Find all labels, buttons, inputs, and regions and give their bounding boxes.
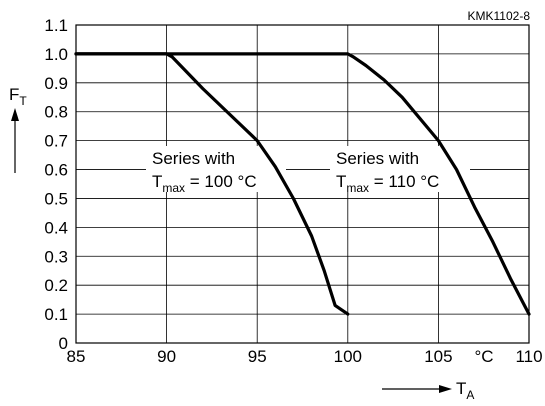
y-tick-label: 0.3 [44,247,68,266]
x-unit-label: °C [474,347,493,366]
x-axis-label: TA [382,379,474,402]
y-tick-label: 0.8 [44,103,68,122]
x-tick-labels: 85 90 95 100 105 110 [67,347,543,366]
x-tick-label: 105 [424,347,452,366]
x-tick-label: 110 [515,347,542,366]
series-line-1 [74,52,531,316]
y-axis-label: FT [9,85,27,173]
y-tick-label: 0.4 [44,218,68,237]
y-tick-label: 1.0 [44,45,68,64]
y-axis-label-text: FT [9,85,27,108]
annotation-100-line2: Tmax = 100 °C [152,172,257,195]
y-tick-label: 0.5 [44,189,68,208]
annotation-series-100: Series with Tmax = 100 °C [146,146,286,195]
x-tick-label: 95 [248,347,267,366]
annotation-series-110: Series with Tmax = 110 °C [330,146,470,195]
series-line-0 [74,52,350,316]
x-tick-label: 90 [157,347,176,366]
y-tick-label: 0 [59,334,68,353]
x-axis-label-text: TA [456,379,474,402]
figure-id: KMK1102-8 [468,9,531,23]
y-tick-labels: 0 0.1 0.2 0.3 0.4 0.5 0.6 0.7 0.8 0.9 1.0 1.1 [44,16,68,353]
annotation-110-line1: Series with [336,149,419,168]
y-tick-label: 1.1 [44,16,68,35]
series-lines [74,52,531,316]
x-tick-label: 85 [67,347,86,366]
y-tick-label: 0.9 [44,74,68,93]
x-tick-label: 100 [334,347,362,366]
annotation-110-line2: Tmax = 110 °C [336,172,439,195]
y-tick-label: 0.2 [44,276,68,295]
y-tick-label: 0.1 [44,305,68,324]
plot-frame [75,24,530,344]
annotation-100-line1: Series with [152,149,235,168]
y-tick-label: 0.6 [44,161,68,180]
y-tick-label: 0.7 [44,132,68,151]
